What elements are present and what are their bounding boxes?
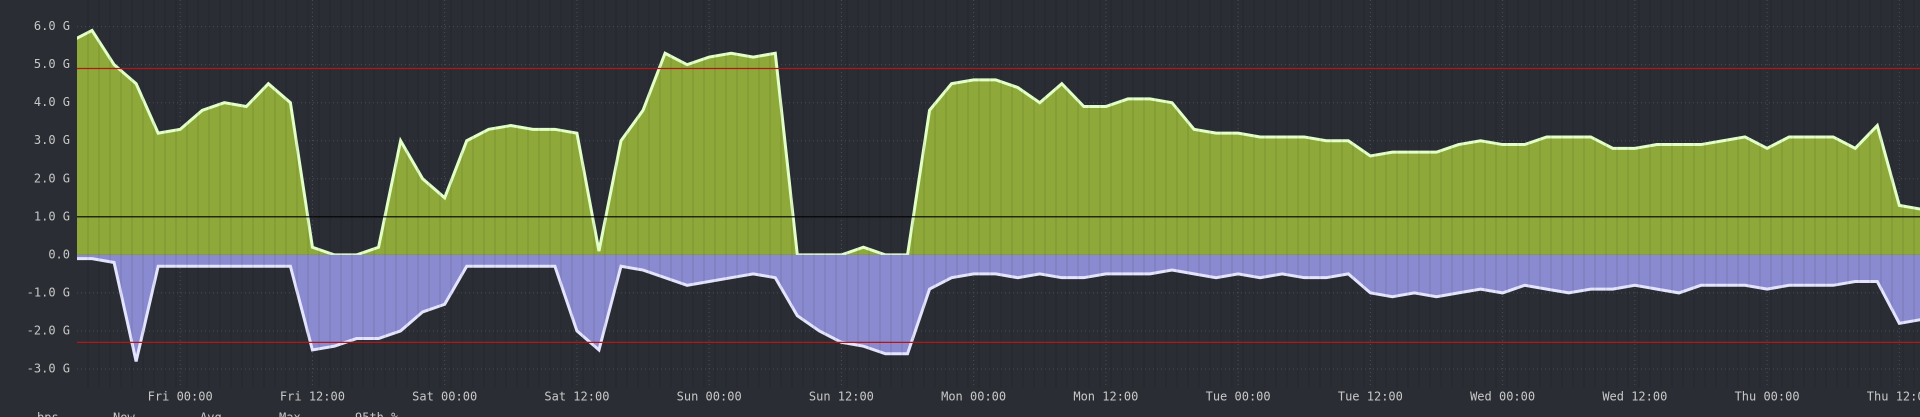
y-tick-label: 5.0 G [34,57,70,71]
y-tick-label: 0.0 [48,247,70,261]
traffic-area [77,30,1920,255]
x-tick-label: Fri 00:00 [148,390,213,404]
traffic-area [77,254,1920,362]
x-tick-label: Mon 00:00 [941,390,1006,404]
y-tick-label: -1.0 G [27,285,70,299]
x-tick-label: Sat 00:00 [412,390,477,404]
x-tick-label: Wed 12:00 [1602,390,1667,404]
x-tick-label: Thu 12:00 [1867,390,1920,404]
legend-header: Avg [200,411,222,417]
labels: -3.0 G -2.0 G -1.0 G 0.0 1.0 G 2.0 G 3.0 G 4.0 … [27,19,1920,417]
x-tick-label: Fri 12:00 [280,390,345,404]
y-tick-label: -3.0 G [27,361,70,375]
x-tick-label: Tue 00:00 [1206,390,1271,404]
x-tick-label: Sat 12:00 [544,390,609,404]
y-tick-label: 6.0 G [34,19,70,33]
x-tick-label: Sun 12:00 [809,390,874,404]
x-tick-label: Tue 12:00 [1338,390,1403,404]
legend-header: 95th % [355,411,399,417]
y-tick-label: -2.0 G [27,323,70,337]
legend-header: Now [113,411,135,417]
y-tick-label: 3.0 G [34,133,70,147]
y-tick-label: 4.0 G [34,95,70,109]
traffic-edge [77,257,1920,362]
legend-header: Max [279,411,301,417]
legend-header: bps [37,411,59,417]
x-tick-label: Wed 00:00 [1470,390,1535,404]
x-tick-label: Mon 12:00 [1073,390,1138,404]
traffic-edge [77,28,1920,257]
y-tick-label: 2.0 G [34,171,70,185]
plot-area [77,0,1920,388]
x-tick-label: Thu 00:00 [1735,390,1800,404]
x-tick-label: Sun 00:00 [677,390,742,404]
y-tick-label: 1.0 G [34,209,70,223]
